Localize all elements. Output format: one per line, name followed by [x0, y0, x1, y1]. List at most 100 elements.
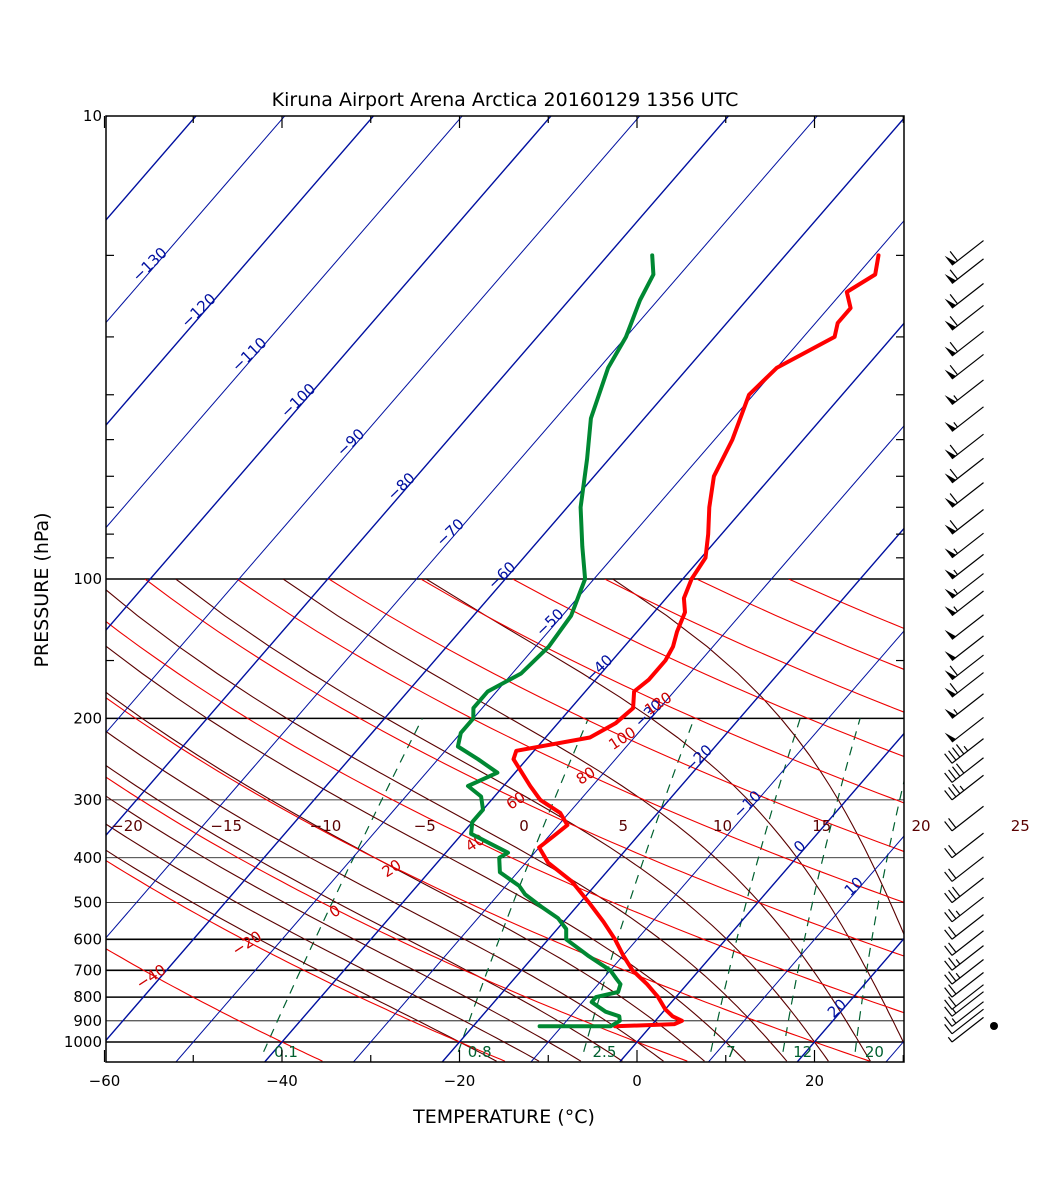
- wind-barb-pennant: [944, 320, 956, 331]
- moist-adiabat-35: [612, 579, 904, 936]
- wind-barb-staff: [951, 945, 984, 971]
- isotherm--50: [175, 220, 904, 1062]
- wind-barb-staff: [951, 959, 984, 985]
- moist-adiabat--20: [106, 849, 497, 1062]
- pressure-tick-label: 500: [73, 894, 102, 912]
- wind-barb-feather: [949, 269, 958, 280]
- dry-adiabat-140: [512, 579, 904, 758]
- dry-adiabat-label: −20: [229, 927, 265, 959]
- wind-barb-pennant: [944, 708, 956, 719]
- wind-barb: [944, 877, 984, 904]
- mixing-ratio-label: 7: [726, 1043, 736, 1061]
- dry-adiabat-80: [236, 579, 904, 903]
- wind-barb-feather: [948, 971, 957, 982]
- x-axis-label: TEMPERATURE (°C): [412, 1106, 595, 1128]
- wind-barb: [944, 482, 984, 508]
- wind-barb-feather: [948, 908, 957, 920]
- wind-barb-feather: [944, 987, 953, 998]
- wind-barb-half-feather: [953, 395, 958, 401]
- wind-barb-staff: [951, 258, 984, 284]
- wind-barb: [944, 406, 984, 432]
- wind-barb: [944, 856, 984, 882]
- mixing-ratio-label: 2.5: [593, 1043, 617, 1061]
- wind-barb: [944, 379, 984, 406]
- isotherm--90: [106, 116, 641, 734]
- wind-barb-staff: [951, 509, 984, 535]
- wind-barb-feather: [944, 911, 953, 923]
- wind-barb-pennant: [944, 346, 956, 357]
- wind-barb: [944, 457, 984, 484]
- wind-barb: [944, 590, 984, 617]
- moist-adiabat-label: 5: [618, 817, 628, 835]
- wind-barb-staff: [951, 738, 984, 764]
- wind-barb-feather: [948, 844, 957, 856]
- wind-barb-feather: [944, 960, 953, 971]
- isotherm--80: [106, 116, 730, 837]
- wind-barb-staff: [951, 856, 984, 882]
- isotherm-20: [796, 937, 904, 1062]
- moist-adiabat-label: −10: [310, 817, 342, 835]
- wind-barb-feather: [949, 444, 958, 455]
- mixing-ratio-lines: [263, 718, 904, 1053]
- wind-barb: [944, 509, 984, 535]
- dry-adiabat-40: [106, 620, 904, 1014]
- wind-barb-staff: [951, 482, 984, 508]
- wind-barb-half-feather: [947, 1036, 953, 1043]
- wind-barb-feather: [944, 1006, 953, 1017]
- mixing-ratio-2.5: [583, 718, 695, 1052]
- wind-barb-feather: [944, 974, 953, 985]
- wind-barb-staff: [951, 930, 984, 956]
- wind-barb-half-feather: [953, 708, 958, 715]
- wind-barb-pennant: [944, 449, 956, 459]
- wind-barb: [944, 635, 984, 662]
- wind-barb-pennant: [944, 548, 956, 558]
- wind-barb: [944, 738, 984, 764]
- wind-barb-feather: [948, 984, 957, 995]
- isotherm-label: −130: [129, 244, 171, 286]
- wind-barb: [944, 1001, 984, 1027]
- isotherm-10: [708, 835, 904, 1062]
- pressure-tick-label: 1000: [64, 1033, 102, 1051]
- wind-barb-pennant: [944, 651, 956, 661]
- wind-barb-staff: [951, 716, 984, 743]
- wind-barb-staff: [951, 984, 984, 1010]
- moist-adiabat-label: 0: [519, 817, 529, 835]
- wind-barb-half-feather: [953, 548, 958, 554]
- isotherm--10: [530, 630, 904, 1062]
- temperature-tick-label: 0: [632, 1072, 642, 1090]
- wind-barbs: [944, 240, 998, 1043]
- wind-barb-pennant: [944, 670, 956, 680]
- wind-barb-staff: [951, 614, 984, 640]
- wind-barb-staff: [951, 1001, 984, 1027]
- wind-barb-feather: [944, 892, 953, 903]
- wind-barb: [944, 353, 984, 380]
- wind-barb: [944, 693, 984, 719]
- isotherm-label: 20: [824, 995, 850, 1021]
- wind-barb-pennant: [944, 687, 956, 698]
- plot-frame: [105, 115, 905, 1063]
- wind-barb: [944, 805, 984, 832]
- wind-barb-staff: [951, 457, 984, 484]
- wind-barb: [944, 959, 984, 985]
- moist-adiabat-15: [106, 589, 788, 1062]
- wind-barb-feather: [949, 493, 958, 504]
- wind-barb-feather: [948, 787, 957, 798]
- dry-adiabat-0: [106, 776, 688, 1062]
- wind-barb: [944, 240, 984, 266]
- wind-barb-feather: [949, 315, 958, 327]
- isotherm-label: −90: [333, 425, 368, 460]
- moist-adiabat--15: [106, 823, 540, 1062]
- wind-barb-staff: [951, 532, 984, 559]
- mixing-ratio-label: 0.8: [468, 1043, 492, 1061]
- moist-adiabat-label: 10: [713, 817, 732, 835]
- moist-adiabat-label: −5: [414, 817, 436, 835]
- wind-barb: [944, 553, 984, 580]
- pressure-tick-label: 200: [73, 709, 102, 727]
- wind-barb-staff: [951, 553, 984, 580]
- dry-adiabat-label: 60: [503, 788, 529, 813]
- temperature-tick-label: 20: [805, 1072, 824, 1090]
- wind-barb: [944, 972, 984, 998]
- wind-barb-feather: [944, 945, 953, 956]
- wind-barb-half-feather: [953, 422, 958, 428]
